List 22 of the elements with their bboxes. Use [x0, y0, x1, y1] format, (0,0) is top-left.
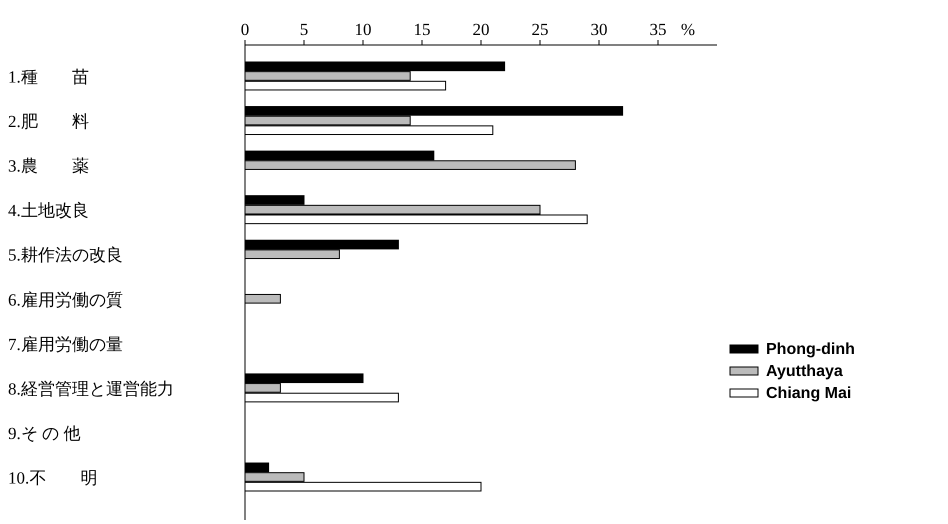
legend-label: Phong-dinh — [766, 341, 855, 358]
x-tick-label: 10 — [354, 20, 372, 39]
legend-label: Ayutthaya — [766, 363, 843, 380]
y-tick-label: 4.土地改良 — [8, 201, 89, 220]
y-tick-label: 8.経営管理と運営能力 — [8, 379, 174, 398]
x-tick-label: 35 — [650, 20, 666, 39]
y-tick-label: 7.雇用労働の量 — [8, 334, 123, 354]
y-tick-label: 3.農 薬 — [8, 156, 89, 176]
y-tick-label: 6.雇用労働の質 — [8, 290, 123, 310]
y-tick-label: 5.耕作法の改良 — [8, 246, 123, 265]
y-tick-label: 9.そ の 他 — [8, 424, 80, 443]
x-tick-label: 15 — [414, 20, 430, 39]
y-tick-label: 10.不 明 — [8, 468, 98, 488]
x-tick-label: 20 — [472, 20, 490, 39]
x-tick-label: 5 — [300, 20, 308, 39]
x-tick-label: 30 — [590, 20, 608, 39]
x-tick-label: 0 — [240, 20, 250, 39]
legend-label: Chiang Mai — [766, 385, 852, 402]
y-tick-label: 1.種 苗 — [8, 67, 89, 86]
x-axis-title: % — [680, 20, 696, 39]
y-tick-label: 2.肥 料 — [8, 112, 89, 132]
x-tick-label: 25 — [532, 20, 548, 39]
